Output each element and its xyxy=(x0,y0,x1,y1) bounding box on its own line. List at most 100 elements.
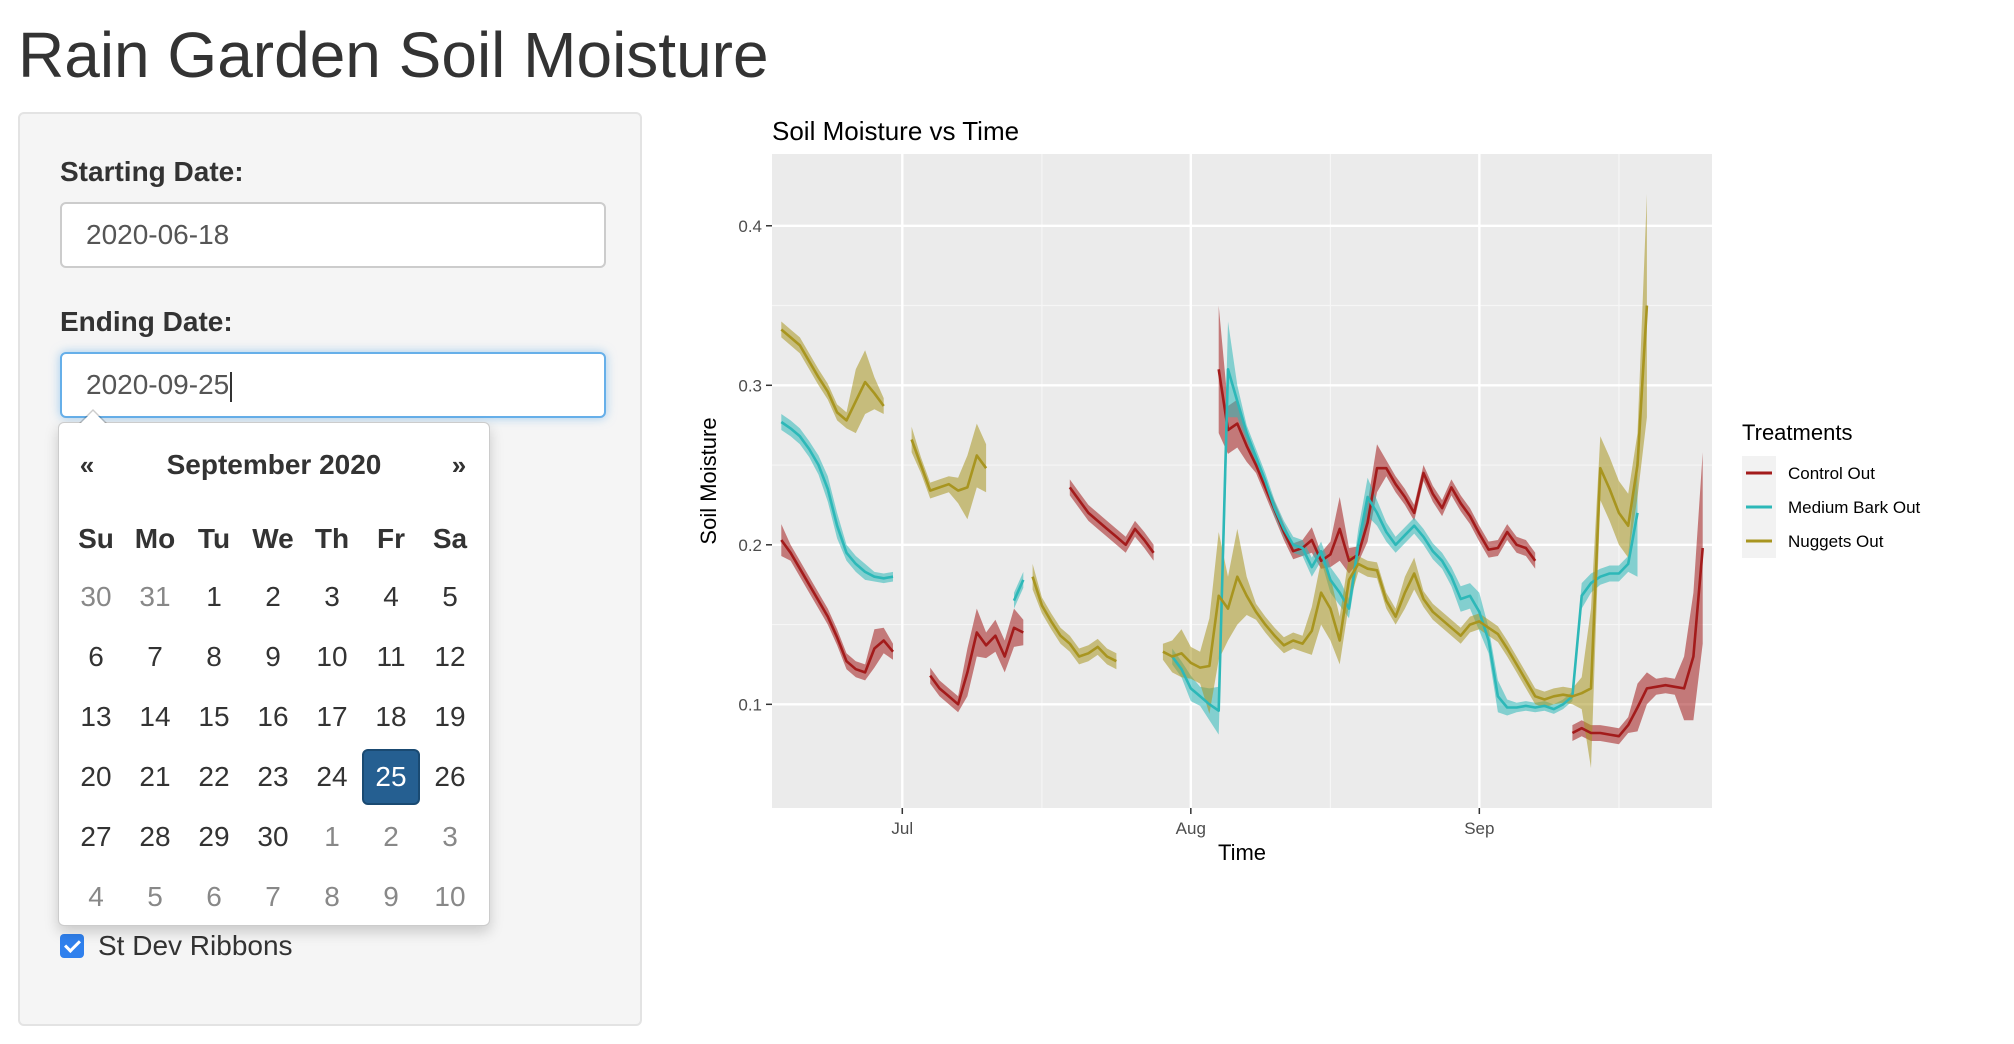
day-cell[interactable]: 2 xyxy=(265,581,281,612)
day-cell[interactable]: 1 xyxy=(324,821,340,852)
legend-label-medium-bark-out: Medium Bark Out xyxy=(1788,498,1921,517)
day-cell[interactable]: 11 xyxy=(376,641,406,672)
day-cell[interactable]: 3 xyxy=(442,821,458,852)
st-dev-ribbons-option[interactable]: St Dev Ribbons xyxy=(60,930,293,962)
y-axis-title: Soil Moisture xyxy=(696,417,721,544)
day-cell[interactable]: 3 xyxy=(324,581,340,612)
day-cell[interactable]: 29 xyxy=(198,821,230,852)
y-tick-label: 0.1 xyxy=(738,695,762,714)
st-dev-ribbons-label: St Dev Ribbons xyxy=(98,930,293,961)
weekday-fr: Fr xyxy=(377,523,405,554)
day-cell[interactable]: 13 xyxy=(80,701,112,732)
page-title: Rain Garden Soil Moisture xyxy=(18,19,769,91)
day-cell[interactable]: 6 xyxy=(206,881,222,912)
end-date-label: Ending Date: xyxy=(60,306,233,337)
series-line-nuggets-out xyxy=(910,439,988,492)
day-cell[interactable]: 10 xyxy=(434,881,466,912)
soil-moisture-chart: Soil Moisture vs Time 0.1 0.2 0.3 0.4 Jul Aug S… xyxy=(696,116,1921,865)
day-cell[interactable]: 7 xyxy=(265,881,281,912)
day-cell[interactable]: 21 xyxy=(139,761,171,792)
series-line-nuggets-out xyxy=(1031,576,1117,663)
chart-title: Soil Moisture vs Time xyxy=(772,116,1019,146)
series-line-control-out xyxy=(1068,486,1155,554)
day-cell[interactable]: 17 xyxy=(316,701,348,732)
legend-label-nuggets-out: Nuggets Out xyxy=(1788,532,1884,551)
ribbon-medium-bark-out xyxy=(1172,321,1638,735)
day-cell[interactable]: 2 xyxy=(383,821,399,852)
weekday-we: We xyxy=(252,523,294,554)
day-cell[interactable]: 30 xyxy=(80,581,112,612)
day-cell[interactable]: 24 xyxy=(316,761,348,792)
datepicker-arrow xyxy=(79,409,107,423)
month-title[interactable]: September 2020 xyxy=(166,449,382,480)
ribbon-control-out xyxy=(1069,479,1154,561)
day-cell[interactable]: 1 xyxy=(206,581,222,612)
x-tick-label: Sep xyxy=(1464,819,1494,838)
series-line-nuggets-out xyxy=(1162,305,1649,701)
prev-month-button[interactable]: « xyxy=(79,450,95,480)
day-cell[interactable]: 12 xyxy=(434,641,466,672)
end-date-value: 2020-09-25 xyxy=(86,369,230,400)
series-line-medium-bark-out xyxy=(780,420,894,580)
day-cell[interactable]: 18 xyxy=(375,701,407,732)
next-month-button[interactable]: » xyxy=(451,450,467,480)
weekday-th: Th xyxy=(314,523,350,554)
weekday-tu: Tu xyxy=(197,523,231,554)
day-cell[interactable]: 28 xyxy=(139,821,171,852)
day-cell[interactable]: 5 xyxy=(147,881,163,912)
day-cell[interactable]: 16 xyxy=(257,701,289,732)
day-cell[interactable]: 19 xyxy=(434,701,466,732)
y-tick-label: 0.2 xyxy=(738,536,762,555)
ribbon-control-out xyxy=(1572,452,1703,745)
weekday-mo: Mo xyxy=(134,523,176,554)
legend-title: Treatments xyxy=(1742,420,1852,445)
day-cell[interactable]: 8 xyxy=(324,881,340,912)
ribbon-medium-bark-out xyxy=(781,414,893,584)
legend-label-control-out: Control Out xyxy=(1788,464,1875,483)
x-tick-label: Aug xyxy=(1176,819,1206,838)
day-cell[interactable]: 10 xyxy=(316,641,348,672)
ribbon-nuggets-out xyxy=(781,321,884,434)
text-caret xyxy=(230,371,233,402)
plot-panel xyxy=(772,154,1712,808)
day-cell[interactable]: 27 xyxy=(80,821,112,852)
x-axis-title: Time xyxy=(1218,840,1266,865)
x-tick-label: Jul xyxy=(891,819,913,838)
day-cell[interactable]: 31 xyxy=(139,581,171,612)
day-cell-selected[interactable]: 25 xyxy=(362,749,420,805)
weekday-su: Su xyxy=(78,523,114,554)
series-line-control-out xyxy=(929,626,1024,706)
ribbon-control-out xyxy=(930,608,1024,713)
day-cell[interactable]: 26 xyxy=(434,761,466,792)
y-tick-label: 0.3 xyxy=(738,376,762,395)
weekday-sa: Sa xyxy=(432,523,468,554)
start-date-input[interactable]: 2020-06-18 xyxy=(60,202,606,268)
datepicker-popup: « September 2020 » Su Mo Tu We Th Fr Sa 30 31 1 2 3… xyxy=(58,409,490,926)
datepicker-header: « September 2020 » xyxy=(59,423,489,507)
day-cell[interactable]: 9 xyxy=(265,641,281,672)
day-cell[interactable]: 14 xyxy=(139,701,171,732)
day-cell[interactable]: 20 xyxy=(80,761,112,792)
day-cell[interactable]: 7 xyxy=(147,641,163,672)
day-cell[interactable]: 23 xyxy=(257,761,289,792)
series-line-nuggets-out xyxy=(780,328,885,422)
series-line-medium-bark-out xyxy=(1012,579,1025,602)
day-cell[interactable]: 6 xyxy=(88,641,104,672)
day-cell[interactable]: 5 xyxy=(442,581,458,612)
end-date-input[interactable]: 2020-09-25 xyxy=(60,352,606,418)
day-cell[interactable]: 4 xyxy=(88,881,104,912)
start-date-label: Starting Date: xyxy=(60,156,244,187)
day-cell[interactable]: 15 xyxy=(198,701,230,732)
ribbon-nuggets-out xyxy=(911,423,987,520)
ribbon-nuggets-out xyxy=(1032,563,1117,670)
day-cell[interactable]: 8 xyxy=(206,641,222,672)
series-line-medium-bark-out xyxy=(1171,367,1639,713)
day-cell[interactable]: 22 xyxy=(198,761,230,792)
y-tick-label: 0.4 xyxy=(738,217,762,236)
day-cell[interactable]: 30 xyxy=(257,821,289,852)
st-dev-ribbons-checkbox[interactable] xyxy=(60,934,84,958)
day-cell[interactable]: 4 xyxy=(383,581,399,612)
series-line-control-out xyxy=(780,539,895,674)
day-cell[interactable]: 9 xyxy=(383,881,399,912)
series-line-control-out xyxy=(1571,547,1704,738)
